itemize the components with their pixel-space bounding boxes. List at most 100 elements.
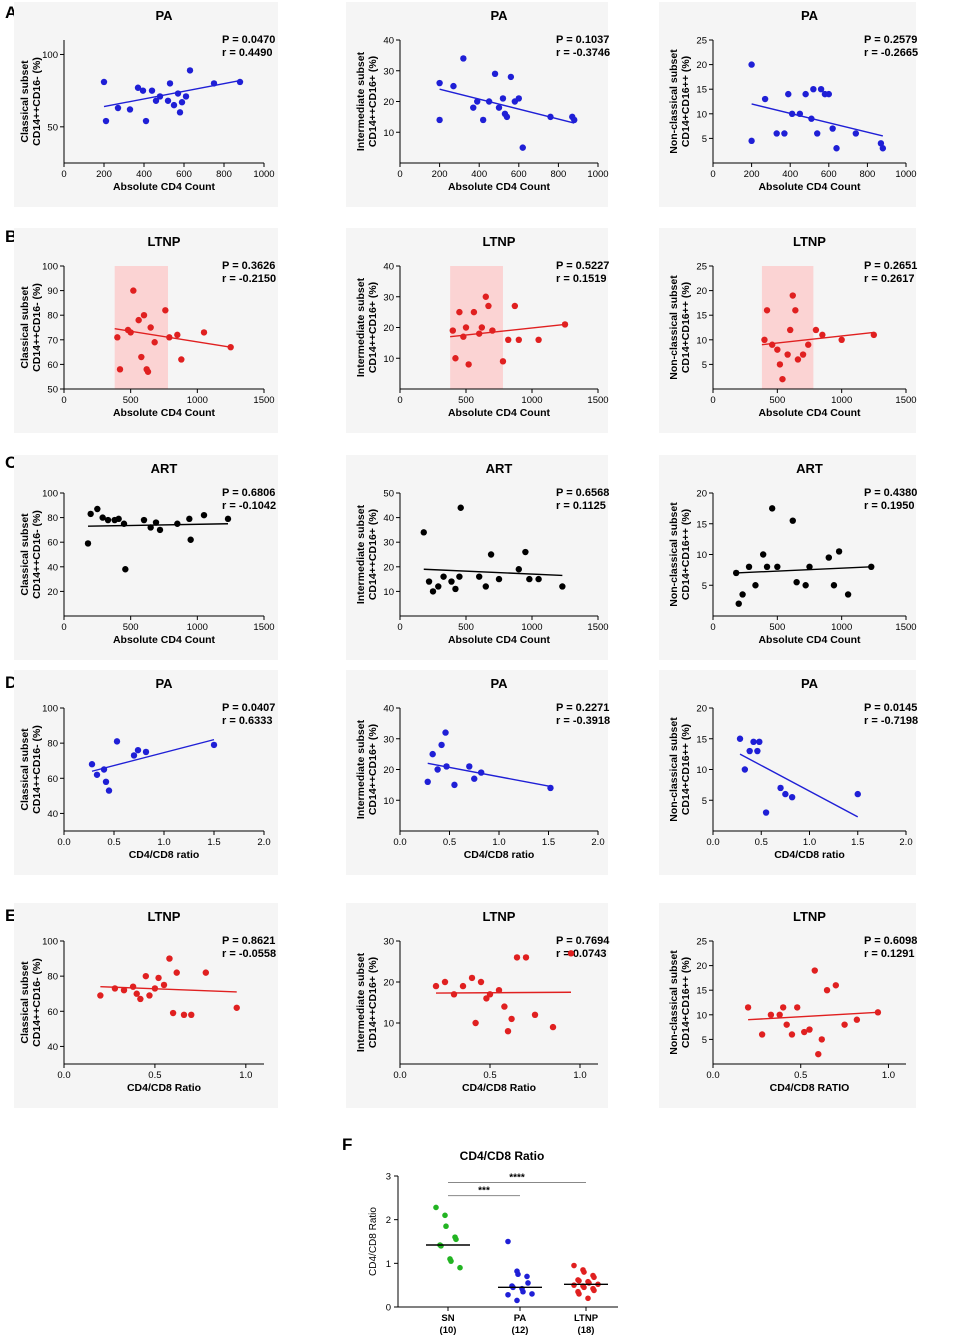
x-tick-label: 1.5 [207, 837, 220, 848]
data-point [456, 308, 463, 316]
x-tick-label: 500 [769, 622, 785, 633]
data-point [482, 583, 489, 590]
data-point [120, 520, 128, 527]
data-point [495, 575, 503, 583]
y-tick-label: 20 [383, 562, 394, 573]
x-tick-label: 2.0 [899, 837, 912, 848]
y-axis-label-line2: CD14++CD16+ (%) [367, 56, 379, 147]
x-axis-label: Absolute CD4 Count [113, 181, 216, 193]
y-axis-label-line2: CD14+CD16++ (%) [680, 282, 692, 373]
data-point [202, 969, 210, 976]
regression-line [103, 79, 241, 108]
chart-title: LTNP [793, 234, 826, 249]
chart-background [14, 455, 278, 660]
data-point [870, 331, 878, 339]
y-axis-label-line2: CD14++CD16- (%) [31, 510, 43, 599]
chart-title: ART [796, 461, 823, 476]
y-tick-label: 40 [383, 513, 394, 524]
y-tick-label: 100 [42, 704, 58, 715]
chart-title: LTNP [148, 909, 181, 924]
y-tick-label: 10 [696, 765, 707, 776]
p-value: P = 0.2651 [864, 260, 917, 272]
p-value: P = 0.6806 [222, 487, 275, 499]
data-point [460, 55, 467, 62]
group-n-label: (18) [578, 1325, 595, 1336]
chart-title: CD4/CD8 Ratio [460, 1149, 545, 1163]
data-point [116, 366, 124, 373]
data-point [825, 90, 832, 98]
data-point [754, 747, 761, 755]
data-point [429, 588, 437, 595]
y-axis-label-line2: CD14++CD16+ (%) [367, 282, 379, 373]
data-point [788, 793, 796, 801]
data-point [792, 307, 799, 314]
data-point [436, 79, 443, 87]
data-point [478, 324, 486, 331]
r-value: r = 0.0743 [556, 948, 606, 960]
x-axis-label: Absolute CD4 Count [758, 634, 861, 646]
data-point [525, 1280, 531, 1286]
data-point [591, 1274, 597, 1281]
data-point [571, 116, 578, 124]
data-point [732, 569, 740, 577]
y-tick-label: 10 [696, 109, 707, 120]
data-point [130, 287, 137, 294]
y-tick-label: 70 [47, 335, 58, 346]
data-point [868, 563, 875, 570]
x-tick-label: 1500 [895, 395, 916, 406]
data-point [513, 954, 521, 961]
x-tick-label: 1.0 [882, 1070, 895, 1081]
data-point [567, 950, 575, 957]
regression-line [423, 568, 563, 577]
r-value: r = -0.3746 [556, 47, 610, 59]
data-point [138, 353, 145, 361]
y-tick-label: 50 [383, 489, 394, 500]
chart-title: LTNP [793, 909, 826, 924]
p-value: P = 0.0407 [222, 702, 275, 714]
y-axis-label: CD4/CD8 Ratio [368, 1207, 379, 1276]
data-point [114, 334, 121, 341]
x-tick-label: 0 [397, 169, 402, 180]
data-point [156, 526, 164, 534]
chart-title: LTNP [148, 234, 181, 249]
y-tick-label: 20 [696, 489, 707, 500]
data-point [796, 110, 804, 118]
data-point [227, 343, 234, 351]
y-tick-label: 20 [47, 587, 58, 598]
group-label: LTNP [574, 1313, 599, 1324]
y-tick-label: 40 [47, 1042, 58, 1053]
data-point [462, 324, 470, 331]
data-point [841, 1021, 848, 1028]
x-tick-label: 400 [782, 169, 798, 180]
data-point [440, 573, 447, 580]
y-tick-label: 20 [696, 286, 707, 297]
y-tick-label: 100 [42, 50, 58, 61]
data-point [788, 110, 796, 118]
x-axis-label: Absolute CD4 Count [448, 407, 551, 419]
y-tick-label: 25 [696, 937, 707, 948]
x-tick-label: 500 [123, 395, 139, 406]
y-tick-label: 10 [696, 1010, 707, 1021]
chart-background [14, 903, 278, 1108]
r-value: r = -0.7198 [864, 715, 918, 727]
chart-title: ART [486, 461, 513, 476]
data-point [784, 351, 791, 358]
y-tick-label: 10 [696, 335, 707, 346]
data-point [801, 1028, 808, 1036]
chart-title: LTNP [483, 234, 516, 249]
y-tick-label: 15 [696, 519, 707, 530]
data-point [505, 1291, 511, 1298]
data-point [115, 515, 122, 523]
x-tick-label: 1500 [253, 395, 274, 406]
y-axis-label-line2: CD14++CD16- (%) [31, 958, 43, 1047]
data-point [476, 573, 483, 580]
x-tick-label: 1.0 [803, 837, 816, 848]
y-tick-label: 40 [383, 36, 394, 47]
shaded-region [761, 266, 814, 389]
x-tick-label: 600 [176, 169, 192, 180]
x-tick-label: 1500 [587, 622, 608, 633]
